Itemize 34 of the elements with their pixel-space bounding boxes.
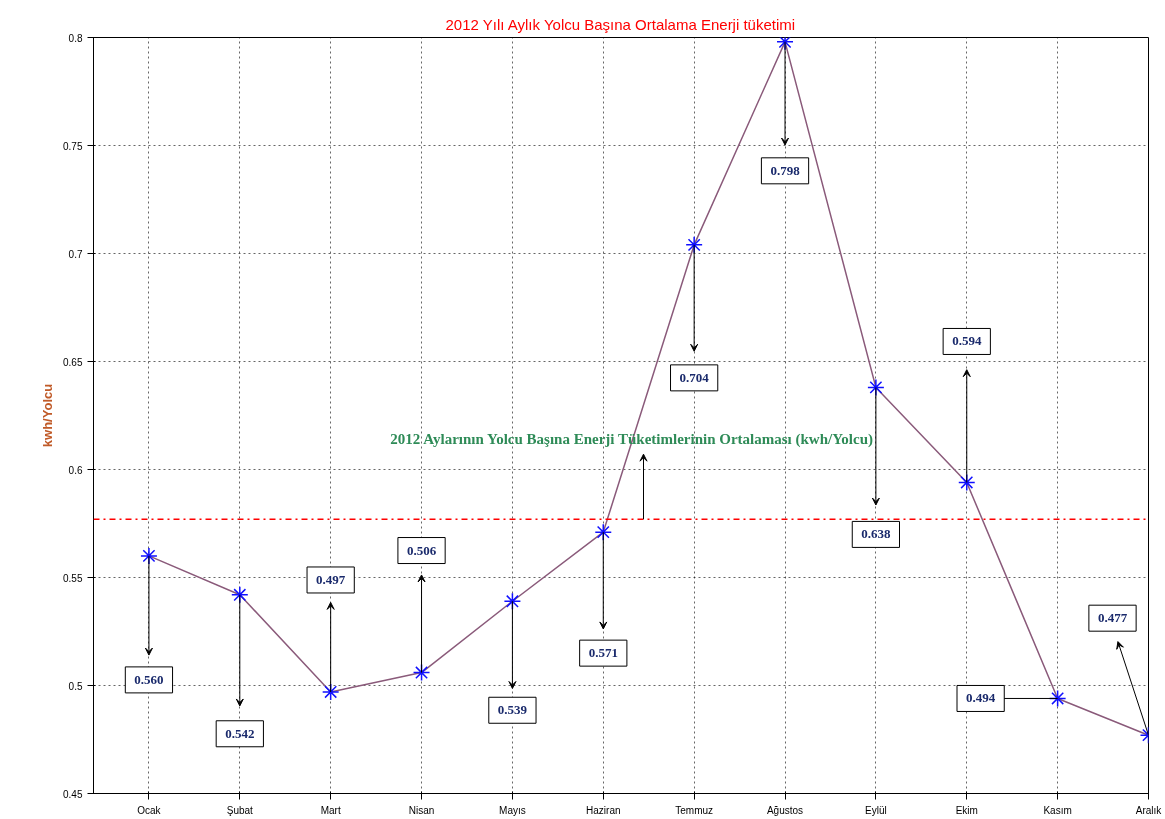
x-tick-label: Kasım <box>1043 804 1072 816</box>
y-tick-label: 0.8 <box>68 32 83 44</box>
annotation: 0.497 <box>316 571 346 587</box>
x-tick-label: Mayıs <box>499 804 526 816</box>
x-tick-label: Ocak <box>137 804 162 816</box>
y-tick-label: 0.6 <box>68 464 83 476</box>
annotation: 0.594 <box>952 333 982 349</box>
x-tick-label: Eylül <box>865 804 887 816</box>
annotation: 0.704 <box>679 369 710 385</box>
x-tick-label: Nisan <box>408 804 435 816</box>
annotation: 0.560 <box>134 671 164 687</box>
y-tick-label: 0.75 <box>63 140 83 152</box>
annotation: 0.798 <box>770 162 801 178</box>
annotation: 0.477 <box>1097 610 1128 626</box>
annotation: 0.494 <box>966 690 996 706</box>
chart-title: 2012 Yılı Aylık Yolcu Başına Ortalama Enerji tüketimi <box>445 15 796 33</box>
y-tick-label: 0.65 <box>63 356 83 368</box>
annotation: 0.539 <box>497 702 528 718</box>
annotation: 0.506 <box>406 542 437 558</box>
x-tick-label: Şubat <box>226 804 254 816</box>
x-tick-label: Temmuz <box>675 804 714 816</box>
y-axis-title: kwh/Yolcu <box>40 383 56 448</box>
y-tick-label: 0.5 <box>68 680 83 692</box>
annotation: 0.542 <box>225 725 255 741</box>
annotation: 0.571 <box>588 645 618 661</box>
x-tick-label: Ağustos <box>766 804 804 816</box>
y-tick-label: 0.7 <box>68 248 83 260</box>
y-tick-label: 0.45 <box>63 788 83 800</box>
x-tick-label: Haziran <box>586 804 621 816</box>
annotation: 0.638 <box>861 526 892 542</box>
y-tick-label: 0.55 <box>63 572 83 584</box>
x-tick-label: Mart <box>320 804 341 816</box>
x-tick-label: Aralık <box>1135 804 1163 816</box>
x-tick-label: Ekim <box>955 804 978 816</box>
